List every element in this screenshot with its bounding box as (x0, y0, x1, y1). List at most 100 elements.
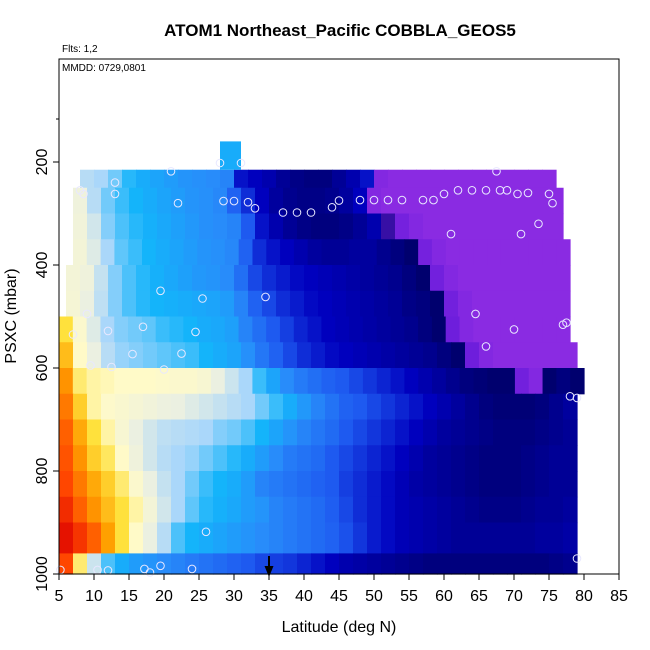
observation-point (243, 197, 253, 207)
heatmap-cell (129, 496, 144, 524)
heatmap-cell (332, 290, 347, 318)
heatmap-cell (556, 239, 571, 266)
heatmap-cell (535, 213, 550, 240)
observation-point (572, 393, 582, 403)
heatmap-cell (473, 368, 488, 395)
heatmap-cell (87, 419, 102, 446)
heatmap-cell (500, 239, 516, 266)
heatmap-cell (164, 265, 179, 292)
heatmap-cell (255, 187, 270, 215)
heatmap-cell (197, 368, 212, 395)
heatmap-cell (311, 522, 326, 554)
heatmap-cell (220, 265, 235, 292)
heatmap-cell (241, 213, 256, 240)
heatmap-cell (262, 290, 277, 318)
heatmap-cell (473, 239, 488, 266)
heatmap-cell (367, 393, 382, 421)
heatmap-cell (213, 342, 228, 369)
heatmap-cell (59, 393, 74, 421)
heatmap-cell (213, 187, 228, 215)
heatmap-cell (136, 290, 151, 318)
heatmap-cell (521, 522, 536, 554)
heatmap-cell (199, 445, 214, 472)
heatmap-cell (381, 393, 396, 421)
heatmap-cell (465, 496, 480, 524)
heatmap-cell (381, 419, 396, 446)
x-tick-label: 75 (540, 588, 558, 605)
observation-point (467, 186, 477, 195)
heatmap-cell (535, 522, 550, 554)
observation-point (481, 342, 491, 351)
heatmap-cell (395, 522, 410, 554)
heatmap-cell (395, 445, 410, 472)
heatmap-cell (108, 265, 123, 292)
heatmap-cell (150, 290, 165, 318)
observation-point (215, 158, 225, 168)
observation-point (201, 527, 211, 537)
heatmap-cell (395, 213, 410, 240)
heatmap-cell (381, 553, 396, 575)
heatmap-cell (563, 419, 578, 446)
heatmap-cell (325, 213, 340, 240)
heatmap-cell (479, 471, 494, 498)
heatmap-cell (143, 496, 158, 524)
heatmap-cell (521, 342, 536, 369)
heatmap-cell (409, 471, 424, 498)
heatmap-cell (493, 445, 508, 472)
heatmap-cell (143, 187, 158, 215)
observation-point (173, 198, 183, 208)
x-tick-label: 60 (435, 588, 453, 605)
heatmap-cell (87, 213, 102, 240)
heatmap-cell (100, 239, 116, 266)
heatmap-cell (346, 169, 361, 189)
observation-point (177, 349, 186, 358)
heatmap-cell (409, 445, 424, 472)
heatmap-cell (114, 368, 129, 395)
heatmap-cell (514, 265, 529, 292)
heatmap-cell (115, 445, 130, 472)
heatmap-cell (325, 496, 340, 524)
heatmap-cell (157, 419, 172, 446)
heatmap-cell (269, 522, 284, 554)
observation-point (86, 361, 95, 370)
heatmap-cell (416, 265, 431, 292)
heatmap-cell (115, 471, 130, 498)
heatmap-cell (353, 342, 368, 369)
heatmap-cell (297, 471, 312, 498)
heatmap-cell (297, 445, 312, 472)
heatmap-cell (437, 522, 452, 554)
heatmap-cell (479, 522, 494, 554)
x-tick-label: 25 (190, 588, 208, 605)
heatmap-cell (349, 239, 364, 266)
heatmap-cell (409, 342, 424, 369)
observation-point (166, 167, 176, 176)
heatmap-cell (404, 368, 419, 395)
heatmap-cell (549, 187, 564, 215)
heatmap-cell (465, 471, 480, 498)
heatmap-cell (381, 213, 396, 240)
heatmap-cell (430, 265, 445, 292)
heatmap-cell (395, 342, 410, 369)
heatmap-cell (444, 290, 459, 318)
heatmap-cell (122, 265, 137, 292)
heatmap-cell (157, 522, 172, 554)
heatmap-cell (276, 265, 291, 292)
heatmap-cell (430, 290, 445, 318)
heatmap-cell (542, 316, 557, 343)
heatmap-cell (211, 239, 226, 266)
heatmap-cell (500, 265, 515, 292)
x-tick-label: 45 (330, 588, 348, 605)
heatmap-cell (129, 213, 144, 240)
heatmap-cell (129, 187, 144, 215)
heatmap-cell (493, 471, 508, 498)
heatmap-cell (157, 187, 172, 215)
heatmap-cell (169, 239, 185, 266)
heatmap-cell (290, 265, 305, 292)
heatmap-cell (431, 316, 447, 343)
observation-point (429, 195, 438, 205)
heatmap-cell (255, 342, 270, 369)
x-tick-label: 10 (85, 588, 103, 605)
observation-point (306, 208, 316, 217)
heatmap-cell (241, 419, 256, 446)
heatmap-cell (86, 239, 102, 266)
